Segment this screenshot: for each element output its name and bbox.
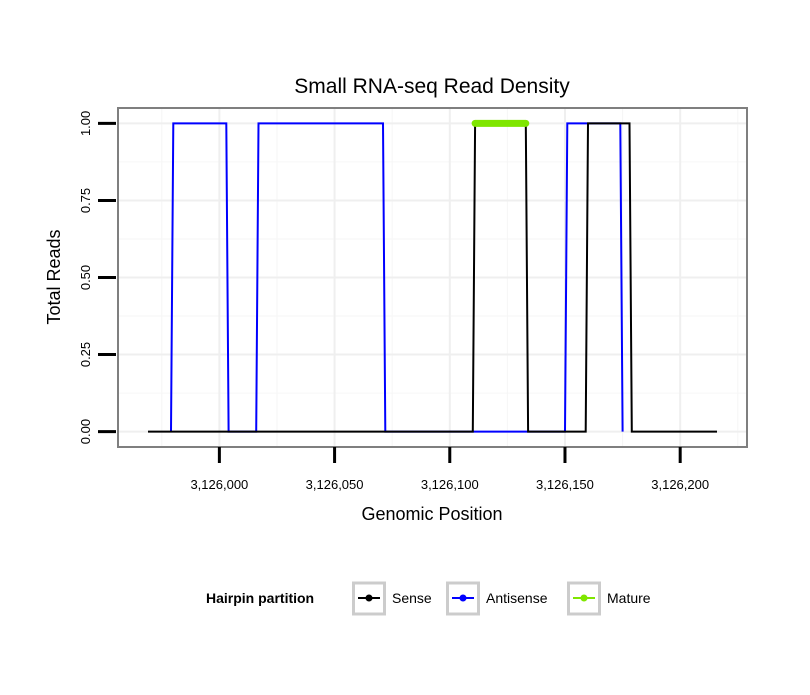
x-tick-label: 3,126,050 [306,477,364,492]
x-axis-label: Genomic Position [361,504,502,524]
y-tick-label: 0.00 [78,419,93,444]
legend: Hairpin partition Sense Antisense Mature [206,581,651,616]
x-tick-label: 3,126,200 [651,477,709,492]
y-tick-label: 0.50 [78,265,93,290]
legend-key-dot [459,594,467,602]
legend-key-dot [365,594,373,602]
legend-title: Hairpin partition [206,590,314,606]
y-tick-label: 1.00 [78,111,93,136]
series-line-sense [148,122,717,433]
y-axis-label: Total Reads [44,229,64,324]
legend-key-dot [580,594,588,602]
series-line-antisense [170,122,624,433]
y-tick-label: 0.25 [78,342,93,367]
x-tick-label: 3,126,100 [421,477,479,492]
series-layer [148,119,717,433]
legend-label-sense: Sense [392,590,432,606]
x-tick-label: 3,126,000 [190,477,248,492]
x-tick-label: 3,126,150 [536,477,594,492]
legend-label-antisense: Antisense [486,590,548,606]
grid-layer [118,108,747,447]
plot-border [117,107,748,448]
x-axis: 3,126,000 3,126,050 3,126,100 3,126,150 3,12… [190,447,709,492]
legend-label-mature: Mature [607,590,651,606]
chart-title: Small RNA-seq Read Density [294,75,570,98]
y-tick-label: 0.75 [78,188,93,213]
y-axis: 0.00 0.25 0.50 0.75 1.00 [78,111,116,444]
